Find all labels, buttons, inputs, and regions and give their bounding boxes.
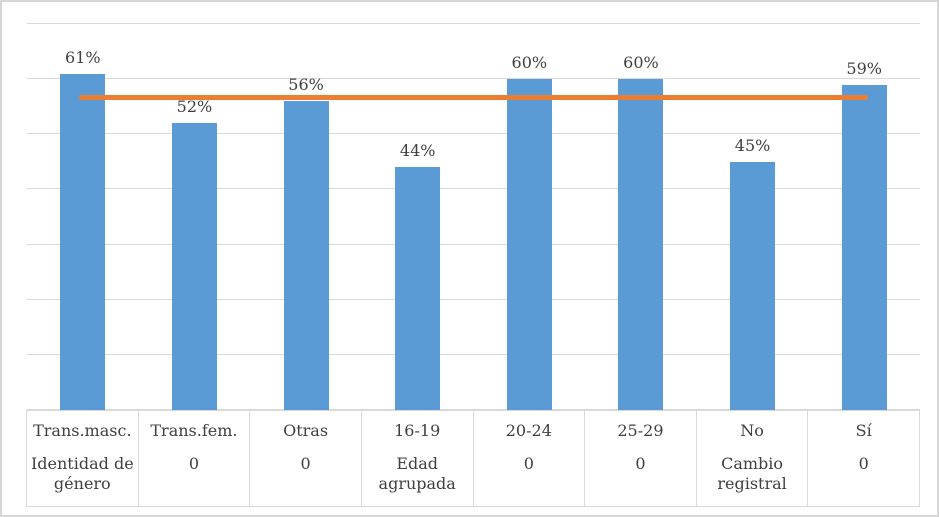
- category-group-label: 0: [188, 454, 200, 473]
- axis-column: Otras 0: [250, 411, 362, 506]
- gridline-30: [27, 243, 920, 245]
- category-group-label: Edad agrupada: [378, 454, 456, 493]
- category-label: Trans.masc.: [33, 420, 132, 440]
- category-label: Trans.fem.: [150, 420, 238, 440]
- bar-no: [730, 161, 776, 410]
- bar-data-label: 44%: [399, 141, 436, 161]
- bar-data-label: 61%: [65, 47, 101, 67]
- axis-column: Trans.fem. 0: [139, 411, 251, 506]
- gridline-10: [27, 353, 920, 355]
- axis-column: 25-29 0: [585, 411, 697, 506]
- gridline-20: [27, 298, 920, 300]
- gridline-70: [27, 23, 920, 24]
- bar-trans-masc-: [60, 73, 106, 410]
- category-label: No: [740, 420, 764, 440]
- axis-column: 16-19 Edad agrupada: [362, 411, 474, 506]
- gridline-0: [27, 409, 920, 410]
- category-group-label: 0: [858, 454, 869, 473]
- bar-data-label: 56%: [288, 75, 324, 95]
- bar-data-label: 60%: [511, 53, 548, 73]
- bar-data-label: 45%: [734, 135, 771, 155]
- axis-column: No Cambio registral: [697, 411, 809, 506]
- reference-line: [78, 95, 869, 101]
- gridline-50: [27, 133, 920, 135]
- gridline-40: [27, 188, 920, 190]
- category-group-label: 0: [523, 454, 534, 473]
- plot-area: 61% 52% 56% 44% 60% 60% 45% 59%: [27, 23, 920, 410]
- bar-20-24: [506, 79, 552, 410]
- category-label: Sí: [855, 420, 872, 440]
- category-label: 20-24: [505, 420, 552, 440]
- bar-data-label: 52%: [176, 97, 213, 117]
- category-axis-table: Trans.masc. Identidad de género Trans.fem.…: [26, 410, 920, 507]
- axis-column: Sí 0: [808, 411, 919, 506]
- gridline-60: [27, 78, 920, 80]
- bar-sí: [841, 84, 887, 410]
- category-label: 25-29: [617, 420, 664, 440]
- category-label: Otras: [283, 420, 329, 440]
- bar-data-label: 60%: [623, 53, 659, 73]
- axis-column: 20-24 0: [474, 411, 586, 506]
- bar-25-29: [618, 79, 664, 410]
- category-label: 16-19: [394, 420, 441, 440]
- category-group-label: 0: [300, 454, 311, 473]
- bar-16-19: [395, 167, 441, 410]
- category-group-label: Cambio registral: [717, 454, 787, 493]
- category-group-label: Identidad de género: [30, 454, 134, 493]
- axis-column: Trans.masc. Identidad de género: [27, 411, 139, 506]
- category-group-label: 0: [635, 454, 646, 473]
- bar-otras: [283, 101, 329, 410]
- bar-data-label: 59%: [846, 58, 882, 78]
- bar-trans-fem-: [171, 123, 217, 410]
